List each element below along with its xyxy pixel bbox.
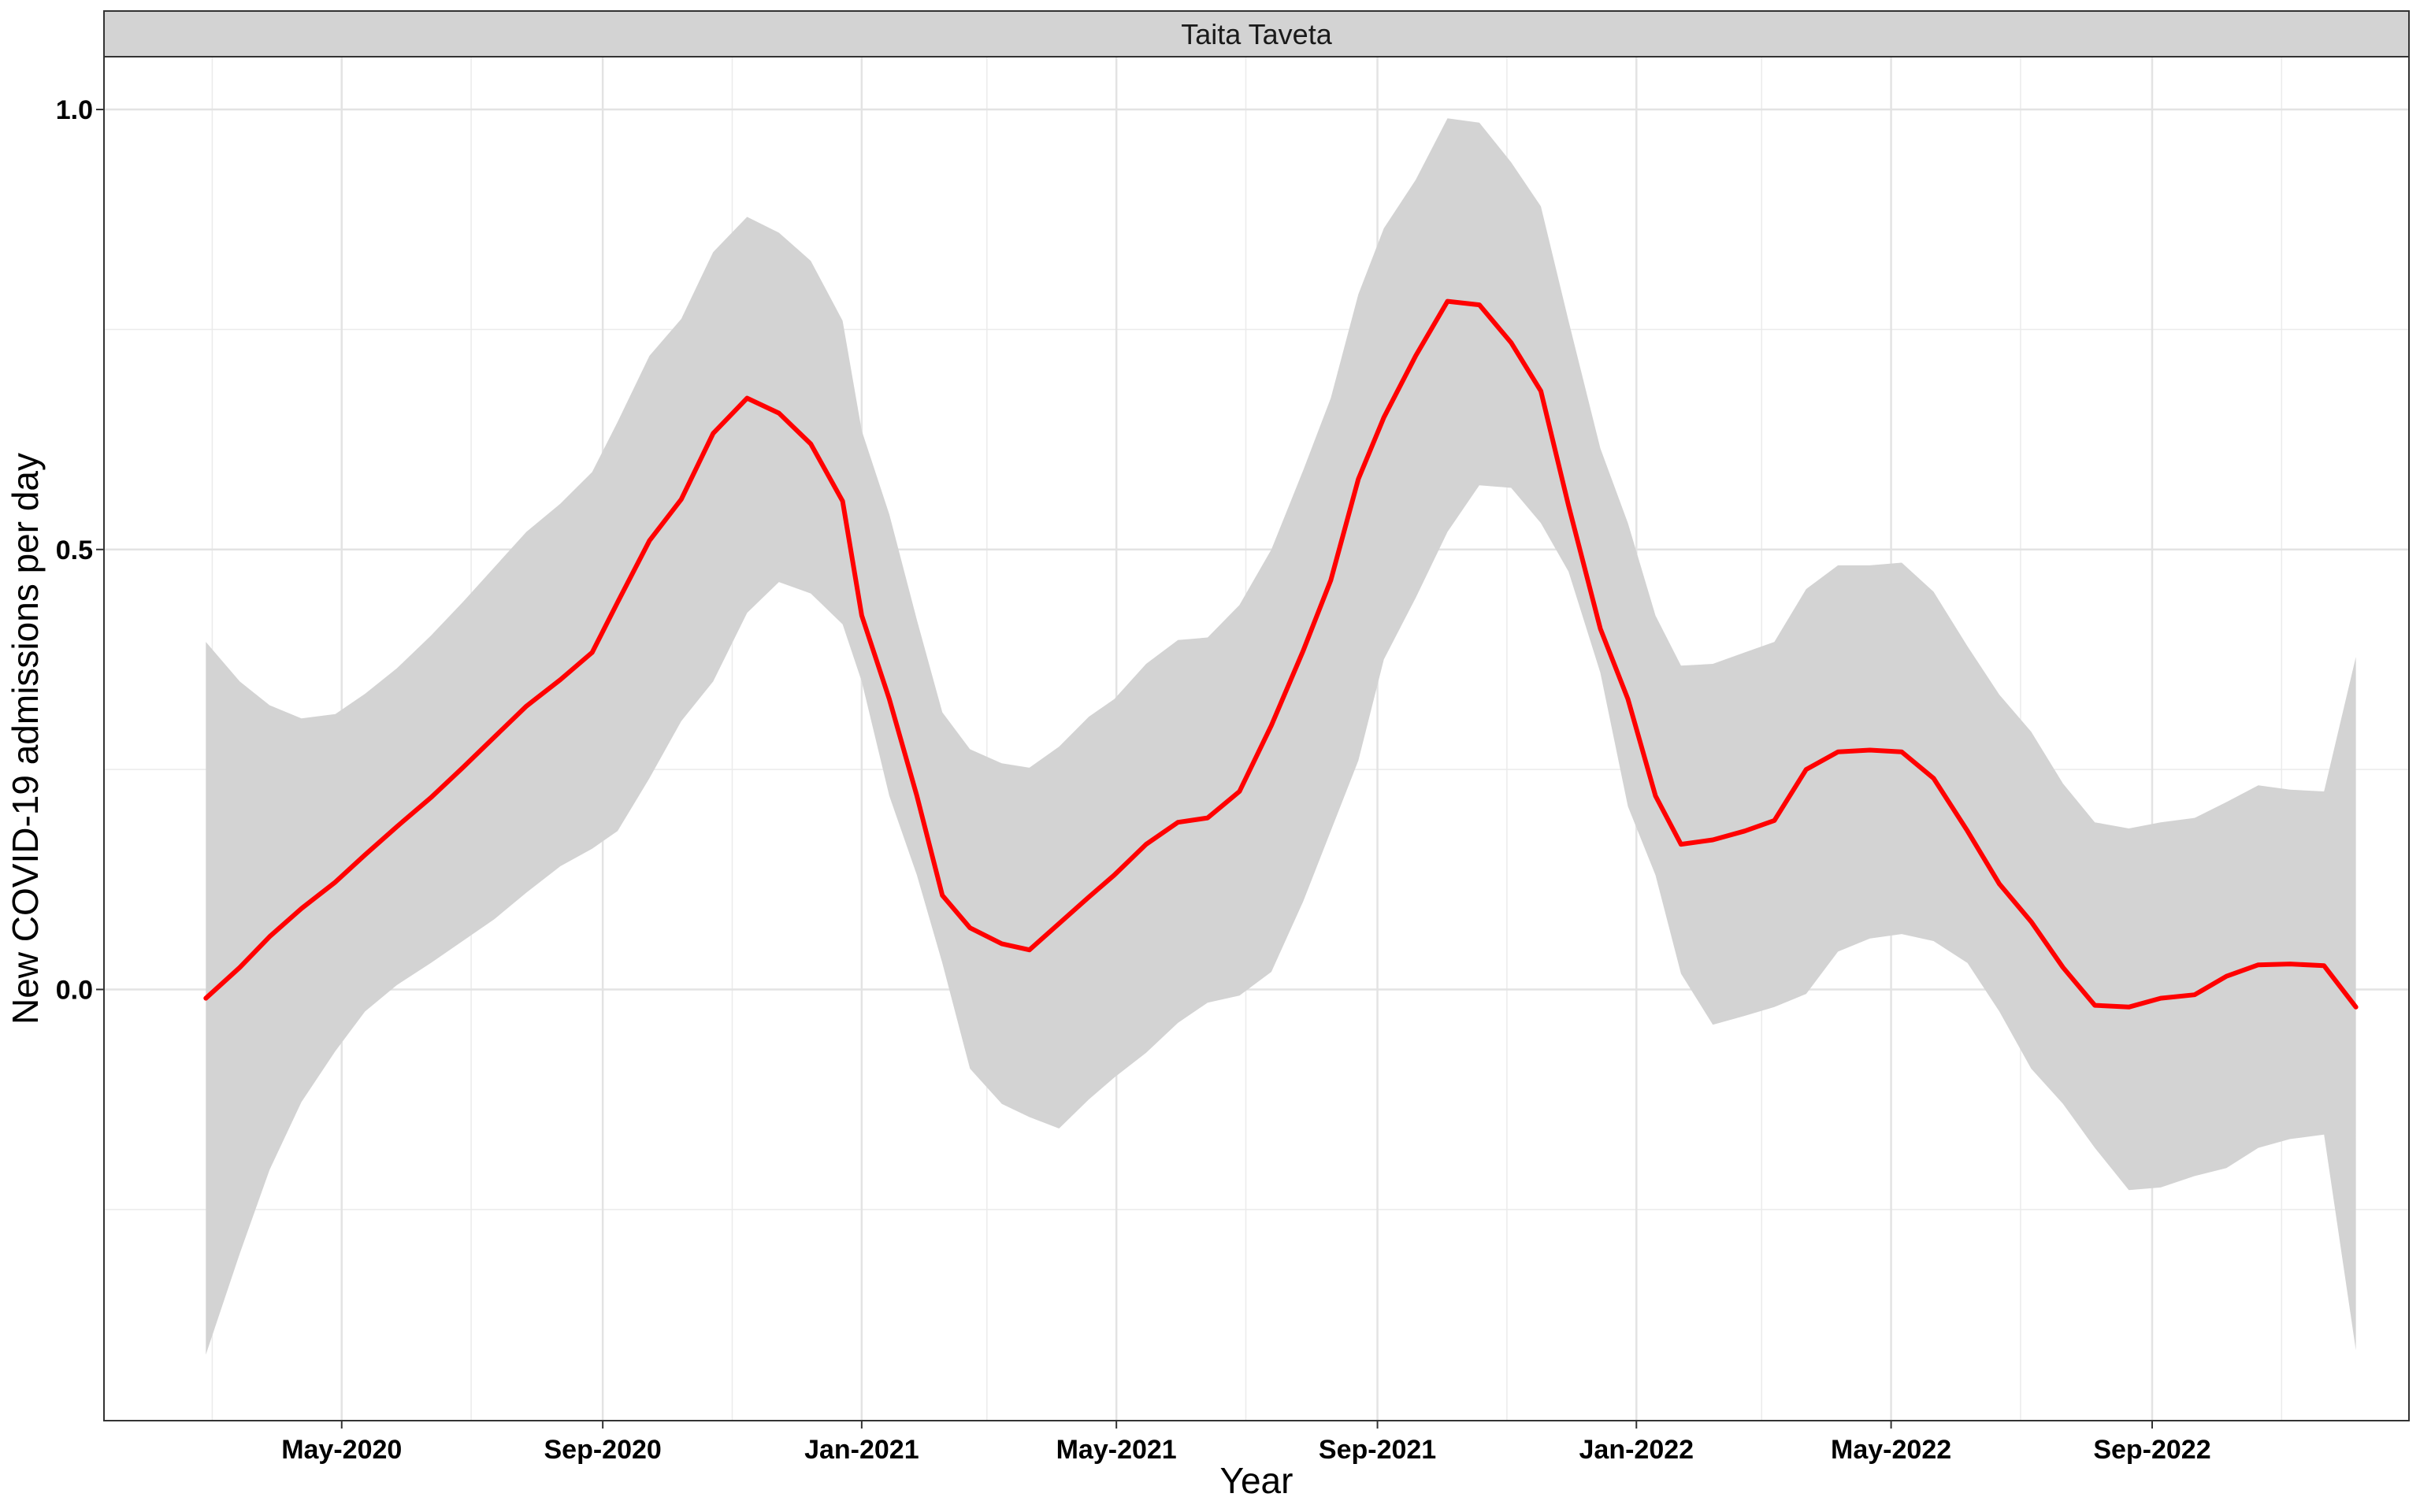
x-tick-label: May-2022	[1831, 1435, 1951, 1465]
x-tick-label: Jan-2022	[1579, 1435, 1694, 1465]
x-tick-label: Sep-2022	[2093, 1435, 2210, 1465]
y-axis-title: New COVID-19 admissions per day	[5, 453, 46, 1025]
confidence-ribbon	[206, 118, 2356, 1355]
x-tick-label: Sep-2020	[544, 1435, 661, 1465]
facet-strip	[103, 10, 2410, 57]
y-tick-label: 0.5	[56, 536, 93, 565]
x-axis-title: Year	[1220, 1460, 1294, 1501]
y-tick-label: 0.0	[56, 975, 93, 1005]
x-tick-label: Sep-2021	[1319, 1435, 1436, 1465]
y-axis: 0.0 0.5 1.0	[56, 95, 104, 1005]
x-tick-label: May-2021	[1056, 1435, 1177, 1465]
facet-title: Taita Taveta	[1181, 18, 1332, 50]
x-axis: May-2020 Sep-2020 Jan-2021 May-2021 Sep-2021…	[281, 1421, 2211, 1465]
plot-panel-border	[103, 56, 2410, 1421]
trend-line	[203, 298, 2359, 1010]
x-tick-label: May-2020	[281, 1435, 402, 1465]
y-tick-label: 1.0	[56, 95, 93, 125]
x-tick-label: Jan-2021	[804, 1435, 919, 1465]
